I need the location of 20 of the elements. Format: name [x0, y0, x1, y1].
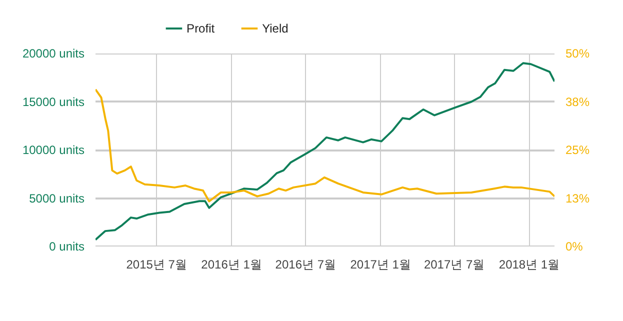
- x-tick-label: 2017년 7월: [424, 258, 485, 272]
- line-series: [96, 62, 554, 241]
- y2-tick-label: 25%: [566, 143, 590, 157]
- x-tick-label: 2018년 1월: [498, 258, 560, 272]
- y-tick-label: 5000 units: [29, 191, 85, 206]
- y-tick-label: 20000 units: [22, 46, 85, 60]
- y2-tick-label: 50%: [566, 46, 590, 60]
- y-tick-label: 15000 units: [22, 94, 85, 109]
- legend-label: Yield: [262, 22, 288, 36]
- x-tick-label: 2016년 1월: [201, 258, 262, 272]
- legend-label: Profit: [186, 22, 216, 36]
- x-tick-label: 2016년 7월: [275, 258, 336, 272]
- y-tick-label: 0 units: [49, 240, 85, 254]
- line-series: [96, 88, 554, 202]
- y2-tick-label: 38%: [566, 94, 590, 109]
- y2-tick-label: 13%: [566, 191, 590, 206]
- y-tick-label: 10000 units: [22, 143, 85, 157]
- x-tick-label: 2015년 7월: [126, 258, 187, 272]
- y2-tick-label: 0%: [566, 240, 584, 254]
- x-tick-label: 2017년 1월: [350, 258, 411, 272]
